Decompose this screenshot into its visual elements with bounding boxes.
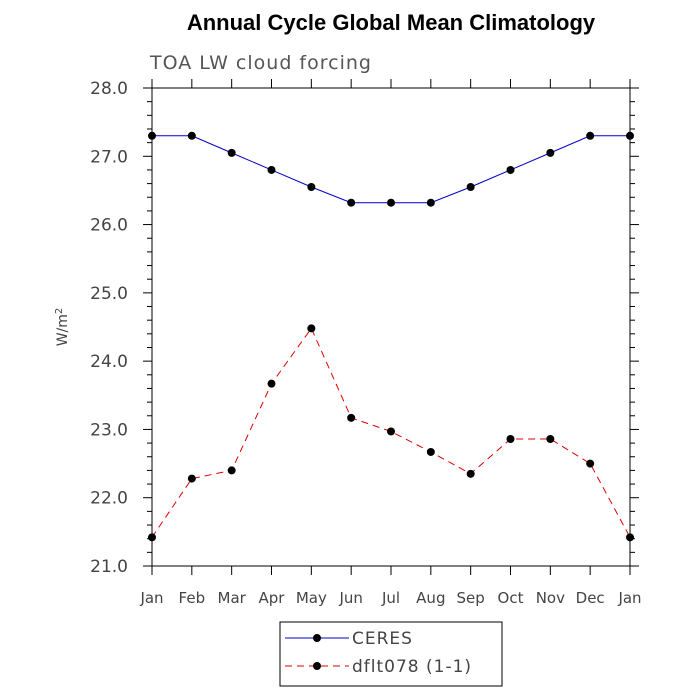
y-axis-label-text: W/m — [55, 314, 71, 346]
data-point-series-1 — [626, 533, 634, 542]
legend-marker-dflt078 — [313, 662, 321, 670]
data-point-series-1 — [466, 469, 475, 478]
data-point-series-0 — [148, 131, 156, 140]
data-point-series-1 — [426, 447, 435, 456]
x-axis-ticks: Jan Feb Mar Apr May Jun Jul Aug Sep Oct Nov Dec Jan — [139, 79, 642, 607]
y-tick-label: 28.0 — [90, 79, 128, 99]
x-tick-label: Jan — [139, 589, 163, 607]
y-tick-label: 25.0 — [90, 284, 128, 304]
chart-legend: CERES dflt078 (1-1) — [279, 621, 503, 687]
y-axis-ticks: 21.0 22.0 23.0 24.0 25.0 26.0 27.0 28.0 — [90, 79, 639, 577]
y-tick-label: 24.0 — [90, 352, 128, 372]
data-point-series-1 — [506, 434, 515, 443]
x-tick-label: Jun — [338, 589, 362, 607]
y-axis-label: W/m2 — [54, 308, 71, 347]
x-tick-label: Aug — [416, 589, 445, 607]
data-point-series-1 — [187, 474, 196, 483]
data-point-series-0 — [227, 148, 236, 157]
x-tick-label: Nov — [536, 589, 565, 607]
data-point-series-0 — [546, 148, 555, 157]
chart-title: Annual Cycle Global Mean Climatology — [187, 10, 596, 35]
data-point-series-0 — [626, 131, 634, 140]
data-point-series-0 — [506, 165, 515, 174]
chart-subtitle: TOA LW cloud forcing — [149, 52, 372, 74]
y-tick-label: 21.0 — [90, 557, 128, 577]
legend-marker-ceres — [313, 634, 321, 642]
x-tick-label: Mar — [218, 589, 247, 607]
data-point-series-0 — [426, 198, 435, 207]
series-line-0 — [152, 135, 630, 204]
x-tick-label: May — [296, 589, 327, 607]
data-point-series-1 — [586, 459, 595, 468]
plot-axes — [151, 87, 631, 567]
data-point-series-1 — [387, 427, 395, 436]
data-point-series-0 — [586, 131, 595, 140]
data-point-series-0 — [387, 198, 395, 207]
data-point-series-0 — [466, 183, 475, 192]
plot-frame — [151, 87, 631, 567]
data-point-series-1 — [546, 434, 555, 443]
y-axis-label-superscript: 2 — [54, 308, 65, 314]
y-tick-label: 23.0 — [90, 420, 128, 440]
x-tick-label: Apr — [259, 589, 286, 607]
x-tick-label: Jul — [381, 589, 400, 607]
legend-box — [279, 621, 503, 687]
y-tick-label: 22.0 — [90, 489, 128, 509]
y-tick-label: 27.0 — [90, 147, 128, 167]
data-point-series-0 — [307, 183, 316, 192]
x-tick-label: Dec — [576, 589, 605, 607]
data-point-series-1 — [307, 324, 316, 333]
x-tick-label: Oct — [498, 589, 524, 607]
x-tick-label: Sep — [457, 589, 485, 607]
data-point-series-0 — [187, 131, 196, 140]
x-tick-label: Jan — [617, 589, 641, 607]
x-tick-label: Feb — [179, 589, 206, 607]
data-point-series-0 — [347, 198, 356, 207]
data-point-series-1 — [267, 379, 276, 388]
y-tick-label: 26.0 — [90, 216, 128, 236]
data-point-series-0 — [267, 165, 276, 174]
legend-label-dflt078: dflt078 (1-1) — [352, 657, 472, 677]
data-point-series-1 — [227, 466, 236, 475]
legend-label-ceres: CERES — [352, 629, 413, 649]
data-point-series-1 — [148, 533, 156, 542]
series-layer — [148, 131, 634, 542]
data-point-series-1 — [347, 413, 356, 422]
